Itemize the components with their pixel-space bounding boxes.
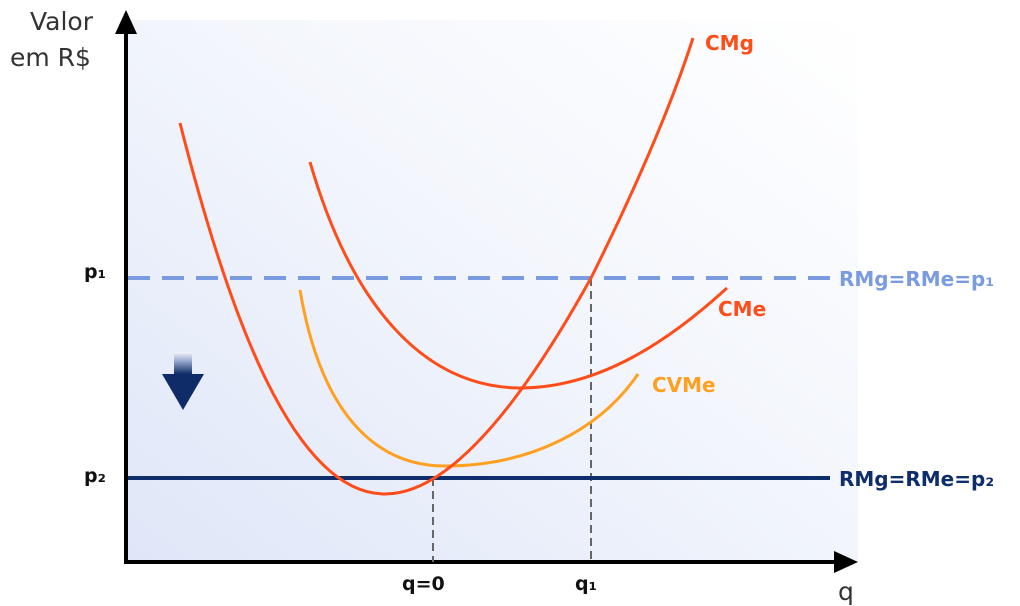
plot-background [126,20,858,562]
y-tick-p2: p₂ [84,465,106,487]
y-axis-title-line2: em R$ [10,43,91,72]
x-tick-q1: q₁ [575,573,597,595]
cvme-curve [298,289,640,468]
label-cme: CMe [718,297,766,321]
cme-curve [308,161,729,390]
y-tick-p1: p₁ [84,261,106,283]
y-axis-arrowhead [115,10,137,34]
price-decrease-arrow-icon [162,352,204,410]
label-revenue-p2: RMg=RMe=p₂ [839,467,994,491]
x-tick-q0: q=0 [402,573,445,595]
x-axis-title: q [838,577,854,606]
x-axis-arrowhead [834,551,858,573]
cmg-curve [178,37,695,496]
label-revenue-p1: RMg=RMe=p₁ [839,267,994,291]
label-cmg: CMg [705,31,754,55]
y-axis-title-line1: Valor [30,7,94,36]
label-cvme: CVMe [652,373,716,397]
